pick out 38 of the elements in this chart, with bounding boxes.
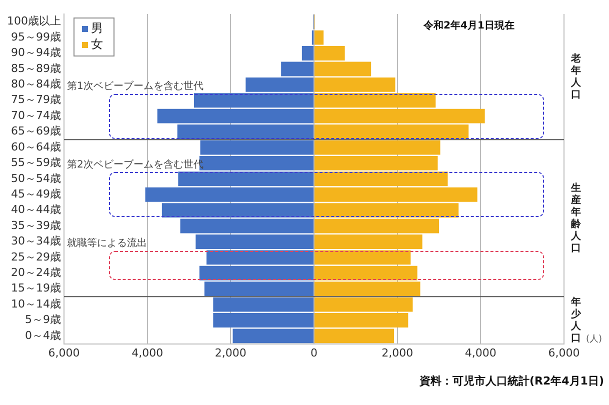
y-tick-label: 45～49歳 [10, 187, 61, 200]
text: 年少人口 [570, 296, 582, 344]
text: 生産年齢人口 [570, 182, 582, 254]
y-tick-label: 80～84歳 [10, 78, 61, 91]
annotation: 令和2年4月1日現在 [422, 20, 514, 32]
text: 資料：可児市人口統計(R2年4月1日) [418, 374, 604, 388]
x-tick-label: 2,000 [214, 346, 246, 360]
y-tick-label: 0～4歳 [24, 328, 61, 342]
x-tick-label: 6,000 [48, 346, 80, 360]
annotation: 就職等による流出 [66, 237, 147, 250]
legend-label: 女 [90, 37, 103, 52]
y-tick-label: 95～99歳 [10, 30, 61, 44]
annotation: 第1次ベビーブームを含む世代 [66, 80, 204, 92]
y-tick-label: 25～29歳 [10, 250, 61, 264]
x-tick-label: 0 [310, 346, 318, 360]
y-tick-label: 30～34歳 [10, 234, 61, 248]
y-tick-label: 40～44歳 [10, 203, 61, 216]
x-tick-label: 2,000 [382, 346, 414, 360]
y-tick-label: 65～69歳 [10, 124, 61, 138]
y-tick-label: 75～79歳 [10, 93, 61, 106]
y-tick-label: 100歳以上 [6, 14, 61, 28]
y-tick-label: 90～94歳 [10, 46, 61, 60]
y-tick-label: 15～19歳 [10, 282, 61, 295]
text: 老年人口 [570, 52, 582, 100]
y-tick-label: 85～89歳 [10, 62, 61, 75]
y-tick-label: 20～24歳 [10, 266, 61, 279]
legend-label: 男 [90, 21, 103, 36]
y-tick-label: 5～9歳 [24, 313, 61, 326]
y-tick-label: 70～74歳 [10, 108, 61, 122]
x-axis-title: (人) [586, 334, 602, 345]
x-tick-label: 6,000 [548, 346, 580, 360]
y-tick-label: 60～64歳 [10, 140, 61, 154]
x-tick-label: 4,000 [132, 346, 164, 360]
y-tick-label: 10～14歳 [10, 297, 61, 310]
y-tick-label: 50～54歳 [10, 172, 61, 185]
y-tick-label: 55～59歳 [10, 156, 61, 170]
y-tick-label: 35～39歳 [10, 218, 61, 232]
x-tick-label: 4,000 [464, 346, 496, 360]
